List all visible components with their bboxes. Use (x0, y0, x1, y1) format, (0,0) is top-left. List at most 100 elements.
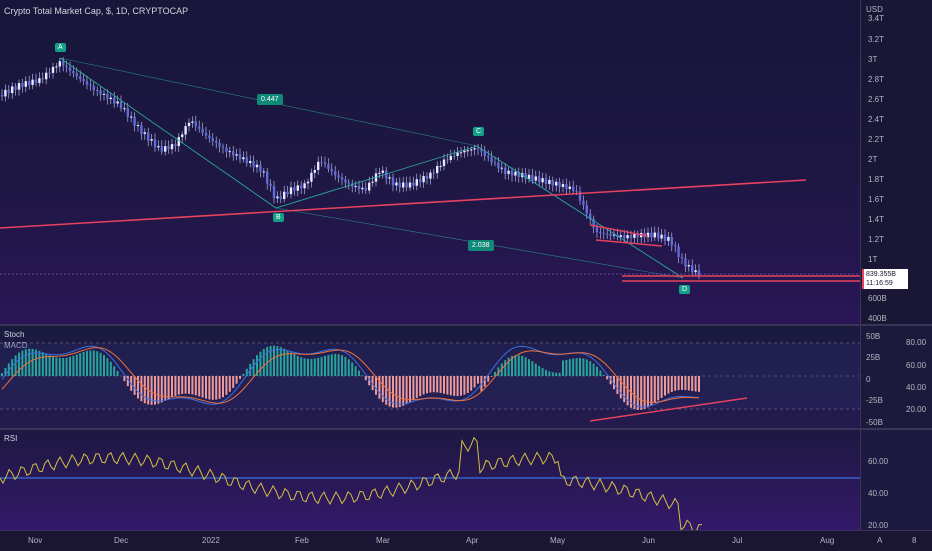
auto-scale-toggle[interactable]: A (877, 536, 882, 545)
macd-bar (395, 376, 397, 408)
macd-bar (178, 376, 180, 395)
candle-body (150, 139, 152, 141)
macd-bar (433, 376, 435, 392)
macd-bar (49, 355, 51, 376)
macd-bar (589, 361, 591, 376)
candle-body (242, 157, 244, 159)
last-price-badge: 839.355B 11:16:59 (862, 269, 908, 289)
macd-bar (18, 353, 20, 376)
candle-body (405, 183, 407, 188)
stoch-tick: 80.00 (906, 338, 926, 347)
candlestick-series (1, 57, 700, 279)
candle-body (79, 76, 81, 79)
price-drawing-layer (0, 0, 860, 324)
macd-bar (198, 376, 200, 396)
macd-bar (168, 376, 170, 399)
candle-body (99, 90, 101, 95)
price-tick: 3.2T (868, 35, 884, 44)
candle-body (55, 66, 57, 67)
candle-body (178, 137, 180, 146)
candle-body (293, 187, 295, 190)
pattern-point-b[interactable]: B (273, 213, 284, 222)
candle-body (354, 186, 356, 187)
candle-body (314, 170, 316, 173)
macd-bar (103, 355, 105, 376)
candle-body (21, 83, 23, 87)
candle-body (11, 86, 13, 93)
macd-bar (38, 351, 40, 376)
macd-bar (542, 368, 544, 376)
candle-body (599, 232, 601, 233)
macd-bar (467, 376, 469, 393)
macd-bar (351, 362, 353, 376)
macd-bar (657, 376, 659, 400)
macd-bar (562, 360, 564, 376)
candle-body (174, 144, 176, 146)
candle-body (361, 188, 363, 189)
macd-bar (637, 376, 639, 410)
macd-bar (283, 349, 285, 376)
candle-body (310, 173, 312, 182)
pattern-point-a[interactable]: A (55, 43, 66, 52)
candle-body (290, 187, 292, 194)
pattern-point-c[interactable]: C (473, 127, 484, 136)
price-tick: 1.2T (868, 235, 884, 244)
macd-bar (559, 373, 561, 376)
price-tick: 1.4T (868, 215, 884, 224)
candle-body (497, 163, 499, 169)
stoch-tick: 60.00 (906, 361, 926, 370)
candle-body (82, 79, 84, 81)
candle-body (300, 185, 302, 188)
macd-bar (457, 376, 459, 396)
macd-bar (647, 376, 649, 407)
flag-lower-line[interactable] (596, 240, 662, 246)
candle-body (548, 180, 550, 184)
candle-body (654, 233, 656, 238)
macd-bar (620, 376, 622, 398)
candle-body (307, 182, 309, 184)
candle-body (477, 148, 479, 149)
candle-body (426, 176, 428, 179)
candle-body (327, 164, 329, 169)
candle-body (555, 182, 557, 186)
candle-body (337, 175, 339, 177)
macd-bar (681, 376, 683, 390)
candle-body (501, 168, 503, 169)
stoch-tick: 20.00 (906, 405, 926, 414)
macd-bar (684, 376, 686, 390)
rsi-axis[interactable] (860, 430, 932, 530)
macd-bar (338, 354, 340, 376)
macd-bar (382, 376, 384, 402)
candle-body (269, 184, 271, 186)
macd-bar (157, 376, 159, 404)
candle-body (161, 146, 163, 152)
candle-body (297, 185, 299, 190)
candle-body (433, 173, 435, 174)
macd-bar (219, 376, 221, 399)
macd-bar (599, 371, 601, 376)
harmonic-pattern-xabcd[interactable] (60, 58, 683, 278)
candle-body (181, 134, 183, 137)
candle-body (429, 173, 431, 179)
candle-body (552, 180, 554, 185)
pattern-point-d[interactable]: D (679, 285, 690, 294)
candle-body (667, 237, 669, 241)
price-tick: 1.6T (868, 195, 884, 204)
candle-body (42, 78, 44, 79)
flag-upper-line[interactable] (590, 225, 648, 236)
macd-bar (229, 376, 231, 392)
chart-settings-button[interactable]: 8 (912, 536, 916, 545)
time-label: 2022 (202, 536, 220, 545)
macd-bar (654, 376, 656, 403)
macd-bar (242, 374, 244, 376)
candle-body (18, 83, 20, 90)
macd-bar (185, 376, 187, 394)
price-tick: 600B (868, 294, 887, 303)
candle-body (399, 183, 401, 188)
macd-bar (365, 376, 367, 380)
macd-bar (412, 376, 414, 400)
candle-body (147, 132, 149, 140)
macd-bar (331, 354, 333, 376)
price-tick: 2T (868, 155, 877, 164)
candle-body (378, 173, 380, 174)
